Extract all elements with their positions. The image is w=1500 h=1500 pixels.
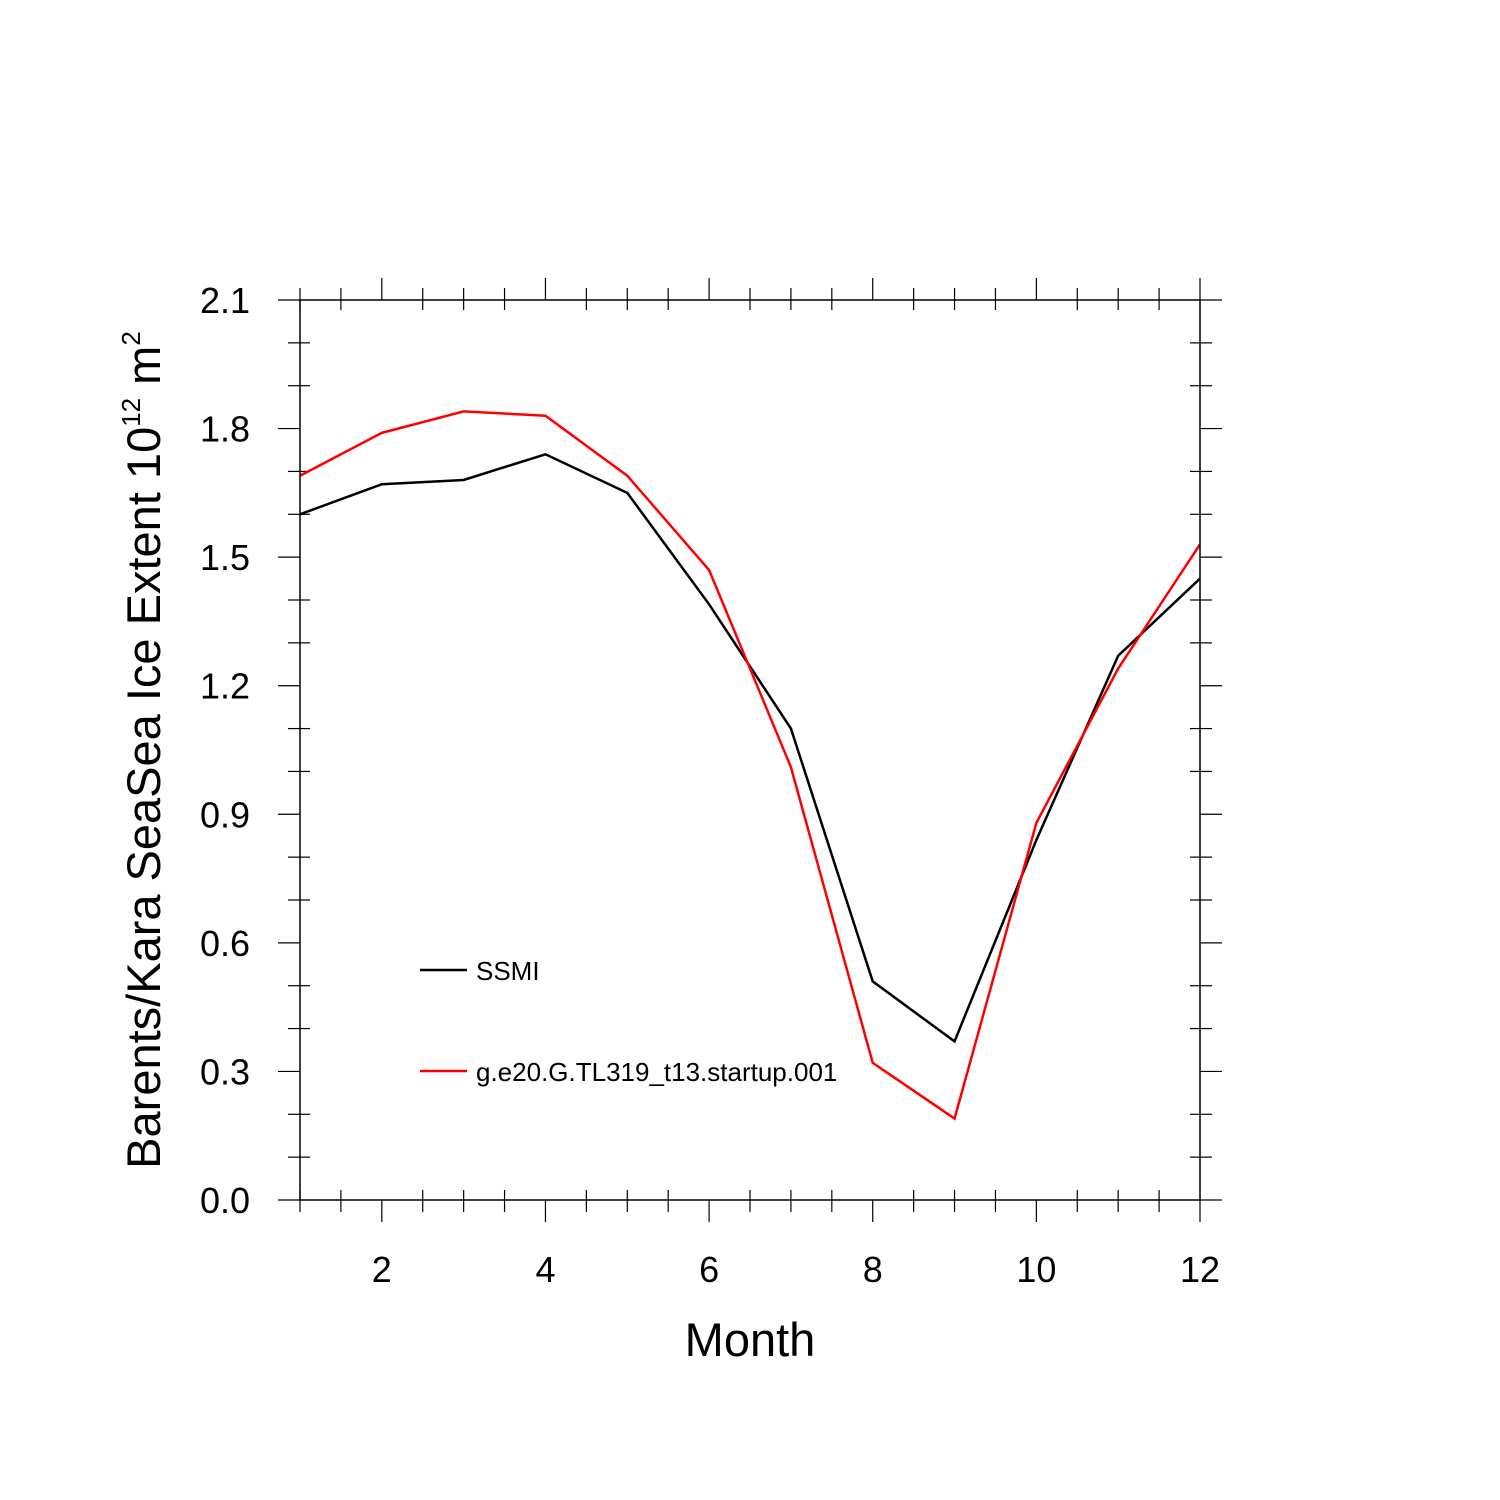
- legend: SSMI g.e20.G.TL319_t13.startup.001: [420, 956, 837, 1087]
- legend-label-ssmi: SSMI: [476, 956, 540, 986]
- x-tick-label-10: 10: [1016, 1249, 1056, 1290]
- y-tick-label-1.5: 1.5: [200, 537, 250, 578]
- y-axis-title-unit-exponent: 2: [116, 331, 146, 345]
- axis-ticks: [278, 278, 1222, 1222]
- y-tick-label-2.1: 2.1: [200, 280, 250, 321]
- legend-label-model: g.e20.G.TL319_t13.startup.001: [476, 1057, 837, 1087]
- y-tick-label-1.8: 1.8: [200, 409, 250, 450]
- x-tick-label-2: 2: [372, 1249, 392, 1290]
- series-line-model: [299, 410, 1202, 1121]
- plot-frame: [299, 299, 1201, 1201]
- y-axis-title-exponent: 12: [116, 398, 146, 427]
- x-tick-label-8: 8: [863, 1249, 883, 1290]
- y-tick-label-0.6: 0.6: [200, 923, 250, 964]
- y-tick-label-0.3: 0.3: [200, 1051, 250, 1092]
- y-axis-title-unit: m: [117, 346, 170, 398]
- x-tick-label-4: 4: [535, 1249, 555, 1290]
- y-axis-title: Barents/Kara SeaSea Ice Extent 1012 m2: [116, 331, 170, 1169]
- y-tick-label-0.9: 0.9: [200, 794, 250, 835]
- x-tick-labels: 2 4 6 8 10 12: [372, 1249, 1220, 1290]
- svg-text:Barents/Kara SeaSea Ice Extent: Barents/Kara SeaSea Ice Extent 1012 m2: [116, 331, 170, 1169]
- y-tick-labels: 0.0 0.3 0.6 0.9 1.2 1.5 1.8 2.1: [200, 280, 250, 1221]
- series-lines: [299, 410, 1202, 1121]
- y-axis-title-text: Barents/Kara SeaSea Ice Extent 10: [117, 427, 170, 1169]
- y-tick-label-0.0: 0.0: [200, 1180, 250, 1221]
- x-axis-title: Month: [685, 1313, 816, 1366]
- x-tick-label-6: 6: [699, 1249, 719, 1290]
- y-tick-label-1.2: 1.2: [200, 666, 250, 707]
- x-tick-label-12: 12: [1180, 1249, 1220, 1290]
